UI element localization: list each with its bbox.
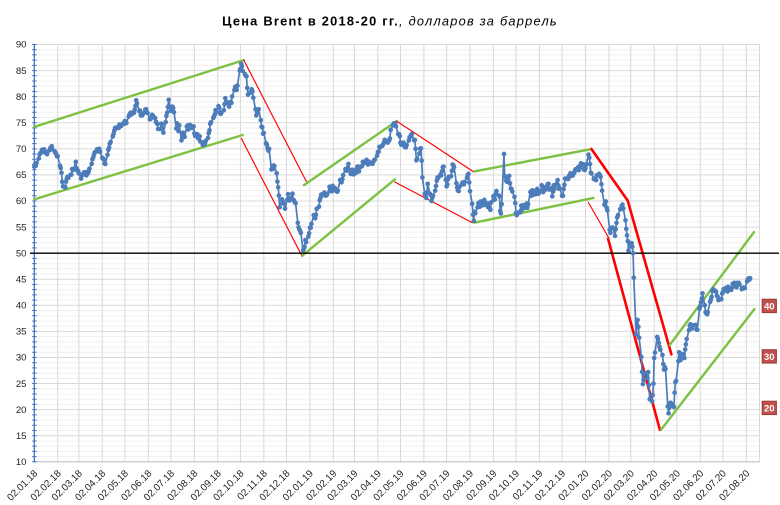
svg-text:60: 60 bbox=[16, 196, 27, 207]
svg-text:65: 65 bbox=[16, 170, 27, 181]
svg-text:75: 75 bbox=[16, 118, 27, 129]
svg-text:55: 55 bbox=[16, 222, 27, 233]
svg-text:30: 30 bbox=[764, 352, 775, 363]
svg-text:Цена Brent в 2018-20 гг., долл: Цена Brent в 2018-20 гг., долларов за ба… bbox=[222, 14, 558, 29]
svg-text:35: 35 bbox=[16, 327, 27, 338]
svg-text:10: 10 bbox=[16, 457, 27, 468]
svg-text:40: 40 bbox=[764, 301, 775, 312]
svg-text:80: 80 bbox=[16, 92, 27, 103]
svg-text:25: 25 bbox=[16, 379, 27, 390]
svg-text:15: 15 bbox=[16, 431, 27, 442]
svg-text:30: 30 bbox=[16, 353, 27, 364]
svg-text:45: 45 bbox=[16, 274, 27, 285]
svg-text:90: 90 bbox=[16, 40, 27, 51]
svg-text:70: 70 bbox=[16, 144, 27, 155]
svg-text:50: 50 bbox=[16, 248, 27, 259]
svg-text:85: 85 bbox=[16, 66, 27, 77]
svg-text:40: 40 bbox=[16, 301, 27, 312]
svg-text:20: 20 bbox=[16, 405, 27, 416]
svg-text:20: 20 bbox=[764, 403, 775, 414]
